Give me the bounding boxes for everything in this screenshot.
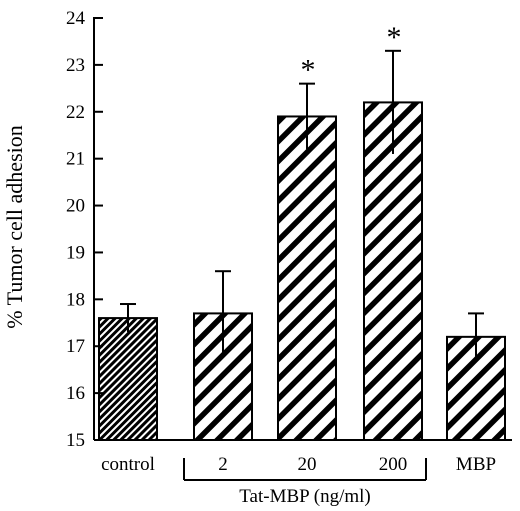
y-axis-title: % Tumor cell adhesion (2, 125, 27, 329)
y-tick-label-24: 24 (66, 8, 86, 29)
category-label-200: 200 (379, 454, 408, 475)
y-tick-label-23: 23 (66, 55, 85, 76)
y-tick-label-19: 19 (66, 242, 85, 263)
significance-star-20: * (301, 54, 316, 87)
bar-200 (363, 101, 423, 442)
y-tick-label-16: 16 (66, 383, 85, 404)
bar-20 (277, 115, 337, 441)
category-labels: control 2 20 200 MBP (101, 454, 496, 475)
bars-layer: ** (98, 21, 506, 442)
group-bracket: Tat-MBP (ng/ml) (183, 458, 427, 507)
significance-star-200: * (387, 21, 402, 54)
bar-control (98, 317, 158, 442)
y-tick-label-20: 20 (66, 196, 85, 217)
y-tick-label-21: 21 (66, 149, 85, 170)
group-label: Tat-MBP (ng/ml) (239, 486, 371, 507)
category-label-control: control (101, 454, 155, 475)
y-tick-label-17: 17 (66, 336, 85, 357)
category-label-MBP: MBP (456, 454, 496, 475)
y-tick-label-22: 22 (66, 102, 85, 123)
y-axis: 15 16 17 18 19 20 21 22 23 24 (66, 8, 512, 451)
y-tick-label-18: 18 (66, 289, 85, 310)
y-tick-label-15: 15 (66, 430, 85, 451)
category-label-2: 2 (218, 454, 228, 475)
category-label-20: 20 (298, 454, 317, 475)
